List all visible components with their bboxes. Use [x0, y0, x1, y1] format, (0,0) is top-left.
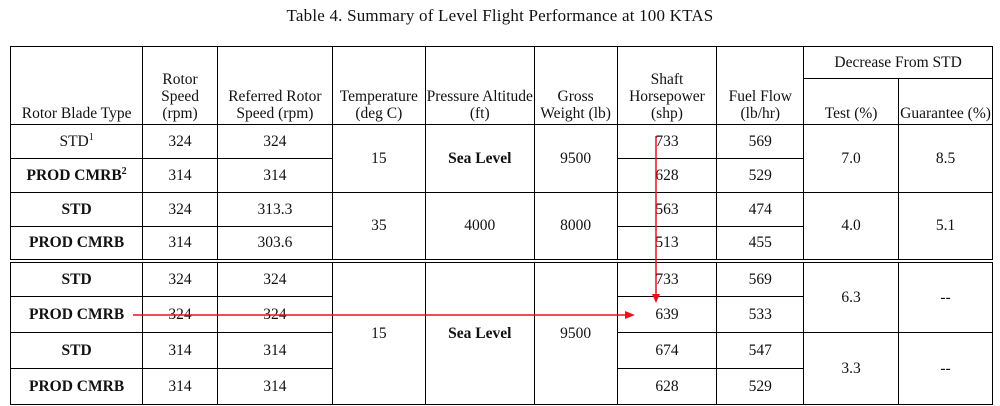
cell-rotor-speed: 324 — [142, 258, 218, 297]
cell-blade-type: STD1 — [9, 124, 144, 159]
header-temperature: Temperature (deg C) — [331, 46, 426, 125]
header-rotor-blade-type: Rotor Blade Type — [9, 46, 144, 125]
header-rotor-speed: Rotor Speed (rpm) — [142, 46, 218, 125]
cell-rotor-speed: 314 — [142, 332, 218, 369]
cell-blade-type: PROD CMRB — [9, 368, 144, 405]
cell-fuel-flow: 455 — [716, 226, 805, 261]
cell-blade-type: STD — [9, 258, 144, 297]
cell-referred-speed: 324 — [216, 296, 333, 333]
cell-decrease-guarantee: -- — [898, 332, 993, 405]
cell-referred-speed: 324 — [216, 258, 333, 297]
cell-fuel-flow: 547 — [716, 332, 805, 369]
cell-shaft-horsepower: 674 — [616, 332, 718, 369]
header-guarantee: Guarantee (%) — [898, 78, 993, 125]
cell-shaft-horsepower: 628 — [616, 158, 718, 193]
cell-pressure-altitude: Sea Level — [424, 258, 535, 405]
header-shaft-horsepower: Shaft Horsepower (shp) — [616, 46, 718, 125]
header-test: Test (%) — [803, 78, 900, 125]
cell-shaft-horsepower: 733 — [616, 124, 718, 159]
cell-blade-type: STD — [9, 192, 144, 227]
cell-referred-speed: 314 — [216, 332, 333, 369]
cell-fuel-flow: 533 — [716, 296, 805, 333]
cell-decrease-guarantee: -- — [898, 258, 993, 333]
table-title: Table 4. Summary of Level Flight Perform… — [286, 6, 714, 25]
cell-rotor-speed: 324 — [142, 296, 218, 333]
header-fuel-flow: Fuel Flow (lb/hr) — [716, 46, 805, 125]
cell-temperature: 35 — [331, 192, 426, 261]
cell-temperature: 15 — [331, 258, 426, 405]
cell-referred-speed: 324 — [216, 124, 333, 159]
cell-gross-weight: 9500 — [533, 258, 618, 405]
cell-fuel-flow: 569 — [716, 124, 805, 159]
header-gross-weight: Gross Weight (lb) — [533, 46, 618, 125]
cell-decrease-test: 7.0 — [803, 124, 900, 193]
cell-pressure-altitude: 4000 — [424, 192, 535, 261]
cell-shaft-horsepower: 628 — [616, 368, 718, 405]
cell-rotor-speed: 314 — [142, 368, 218, 405]
cell-shaft-horsepower: 513 — [616, 226, 718, 261]
cell-referred-speed: 314 — [216, 158, 333, 193]
cell-shaft-horsepower: 733 — [616, 258, 718, 297]
cell-fuel-flow: 474 — [716, 192, 805, 227]
cell-referred-speed: 303.6 — [216, 226, 333, 261]
cell-decrease-guarantee: 5.1 — [898, 192, 993, 261]
header-pressure-altitude: Pressure Altitude (ft) — [424, 46, 535, 125]
header-decrease-from-std: Decrease From STD — [803, 46, 993, 79]
cell-temperature: 15 — [331, 124, 426, 193]
cell-fuel-flow: 529 — [716, 368, 805, 405]
cell-decrease-test: 6.3 — [803, 258, 900, 333]
cell-decrease-test: 3.3 — [803, 332, 900, 405]
cell-gross-weight: 9500 — [533, 124, 618, 193]
cell-gross-weight: 8000 — [533, 192, 618, 261]
cell-decrease-test: 4.0 — [803, 192, 900, 261]
cell-blade-type: STD — [9, 332, 144, 369]
cell-referred-speed: 313.3 — [216, 192, 333, 227]
cell-blade-type: PROD CMRB — [9, 296, 144, 333]
cell-fuel-flow: 569 — [716, 258, 805, 297]
cell-rotor-speed: 314 — [142, 158, 218, 193]
performance-table: Rotor Blade Type Rotor Speed (rpm) Refer… — [9, 46, 993, 405]
cell-fuel-flow: 529 — [716, 158, 805, 193]
cell-decrease-guarantee: 8.5 — [898, 124, 993, 193]
cell-blade-type: PROD CMRB2 — [9, 158, 144, 193]
cell-shaft-horsepower: 639 — [616, 296, 718, 333]
header-referred-rotor-speed: Referred Rotor Speed (rpm) — [216, 46, 333, 125]
cell-rotor-speed: 324 — [142, 124, 218, 159]
cell-referred-speed: 314 — [216, 368, 333, 405]
cell-rotor-speed: 314 — [142, 226, 218, 261]
cell-shaft-horsepower: 563 — [616, 192, 718, 227]
cell-pressure-altitude: Sea Level — [424, 124, 535, 193]
cell-rotor-speed: 324 — [142, 192, 218, 227]
cell-blade-type: PROD CMRB — [9, 226, 144, 261]
